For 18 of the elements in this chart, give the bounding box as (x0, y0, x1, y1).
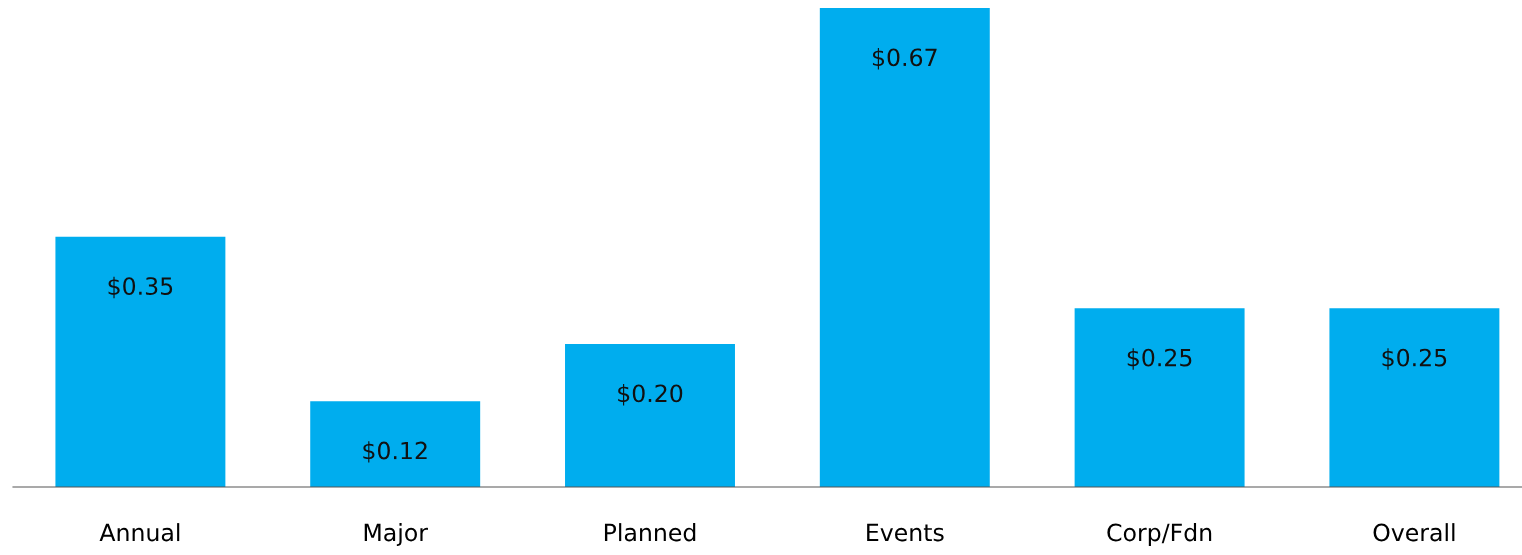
bar (55, 236, 226, 487)
data-label: $0.67 (872, 47, 937, 70)
bar (565, 344, 735, 487)
bar (819, 8, 990, 487)
x-tick-label: Corp/Fdn (1107, 523, 1212, 546)
data-label: $0.20 (618, 383, 683, 406)
bar (310, 401, 481, 487)
data-label: $0.35 (108, 276, 173, 299)
x-tick-label: Events (867, 523, 944, 542)
x-tick-label: Major (364, 523, 428, 546)
bar (1329, 308, 1500, 487)
data-label: $0.25 (1382, 348, 1447, 370)
data-label: $0.25 (1127, 348, 1192, 370)
x-tick-label: Annual (99, 523, 180, 542)
x-tick-label: Planned (604, 523, 696, 542)
data-label: $0.12 (363, 441, 427, 463)
x-tick-label: Overall (1373, 523, 1455, 542)
bar (1074, 308, 1245, 487)
